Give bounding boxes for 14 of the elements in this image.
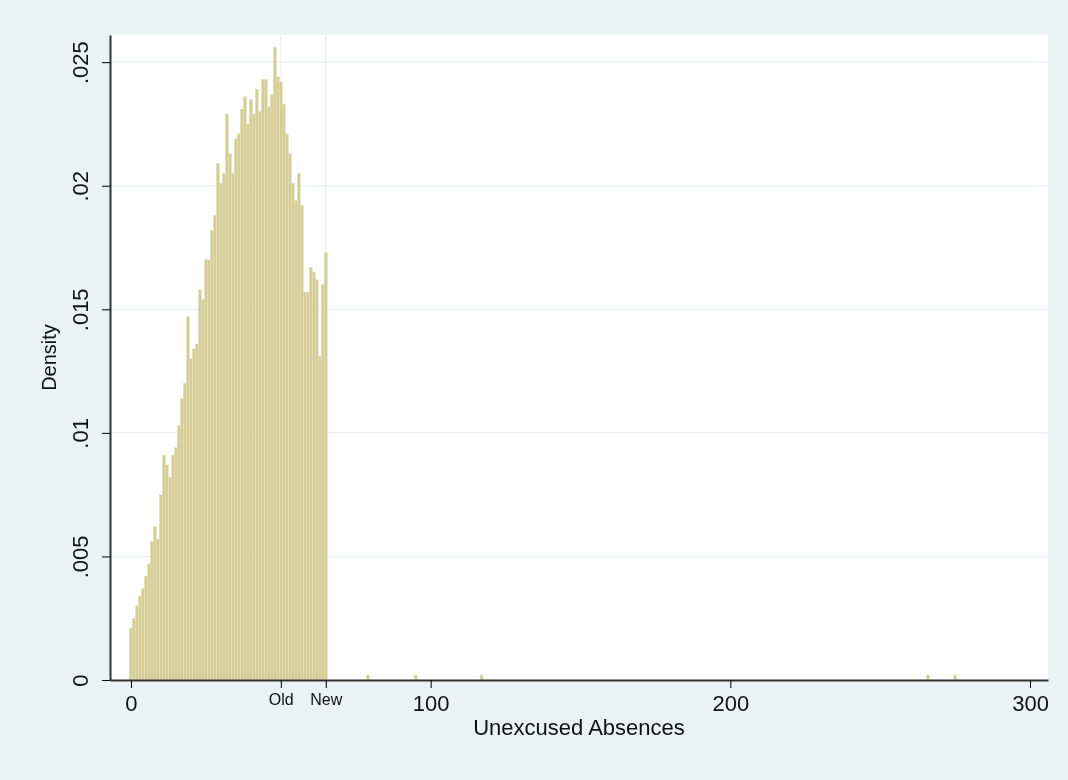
y-tick-label: 0 <box>68 674 93 687</box>
y-tick-label: .015 <box>68 288 93 332</box>
y-tick-label: .01 <box>68 418 93 449</box>
y-tick-label: .005 <box>68 535 93 579</box>
y-tick-label: .025 <box>68 41 93 85</box>
x-tick-label: New <box>310 691 343 709</box>
x-tick-label: 200 <box>712 690 750 716</box>
x-tick-label: Old <box>268 691 294 709</box>
x-tick-label: 100 <box>412 690 450 716</box>
x-tick-label: 0 <box>125 690 138 716</box>
x-tick-label: 300 <box>1012 690 1049 716</box>
y-axis-title: Density <box>38 324 60 391</box>
y-tick-label: .02 <box>68 170 93 202</box>
x-axis-title: Unexcused Absences <box>473 715 685 740</box>
